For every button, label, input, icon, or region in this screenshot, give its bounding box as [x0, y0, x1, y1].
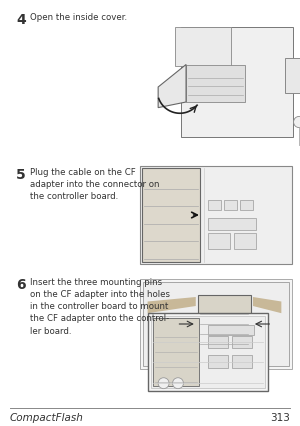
Text: CompactFlash: CompactFlash [10, 412, 84, 422]
Bar [143, 282, 289, 366]
Bar [153, 318, 199, 386]
Polygon shape [253, 297, 281, 314]
Text: Open the inside cover.: Open the inside cover. [30, 13, 127, 22]
Bar [208, 336, 228, 348]
Text: Plug the cable on the CF
adapter into the connector on
the controller board.: Plug the cable on the CF adapter into th… [30, 167, 160, 201]
Bar [151, 316, 265, 388]
Bar [140, 167, 292, 265]
Bar [140, 279, 292, 369]
Bar [142, 169, 200, 262]
Bar [186, 65, 245, 103]
Bar [198, 296, 251, 351]
Bar [208, 201, 221, 210]
Bar [208, 218, 256, 230]
FancyBboxPatch shape [175, 28, 231, 66]
Bar [208, 326, 254, 335]
Bar [182, 28, 293, 138]
Bar [208, 234, 230, 250]
Bar [224, 201, 237, 210]
Bar [148, 313, 268, 391]
Polygon shape [148, 297, 196, 314]
Text: 5: 5 [16, 167, 26, 181]
Bar [234, 234, 256, 250]
Circle shape [172, 378, 184, 389]
Bar [240, 201, 253, 210]
Bar [208, 355, 228, 368]
Circle shape [158, 378, 169, 389]
Text: Insert the three mounting pins
on the CF adapter into the holes
in the controlle: Insert the three mounting pins on the CF… [30, 277, 170, 335]
Polygon shape [158, 65, 186, 108]
Bar [285, 59, 300, 94]
Circle shape [294, 117, 300, 128]
Bar [232, 355, 252, 368]
Text: 4: 4 [16, 13, 26, 27]
Text: 6: 6 [16, 277, 26, 291]
Bar [232, 336, 252, 348]
Text: 313: 313 [270, 412, 290, 422]
